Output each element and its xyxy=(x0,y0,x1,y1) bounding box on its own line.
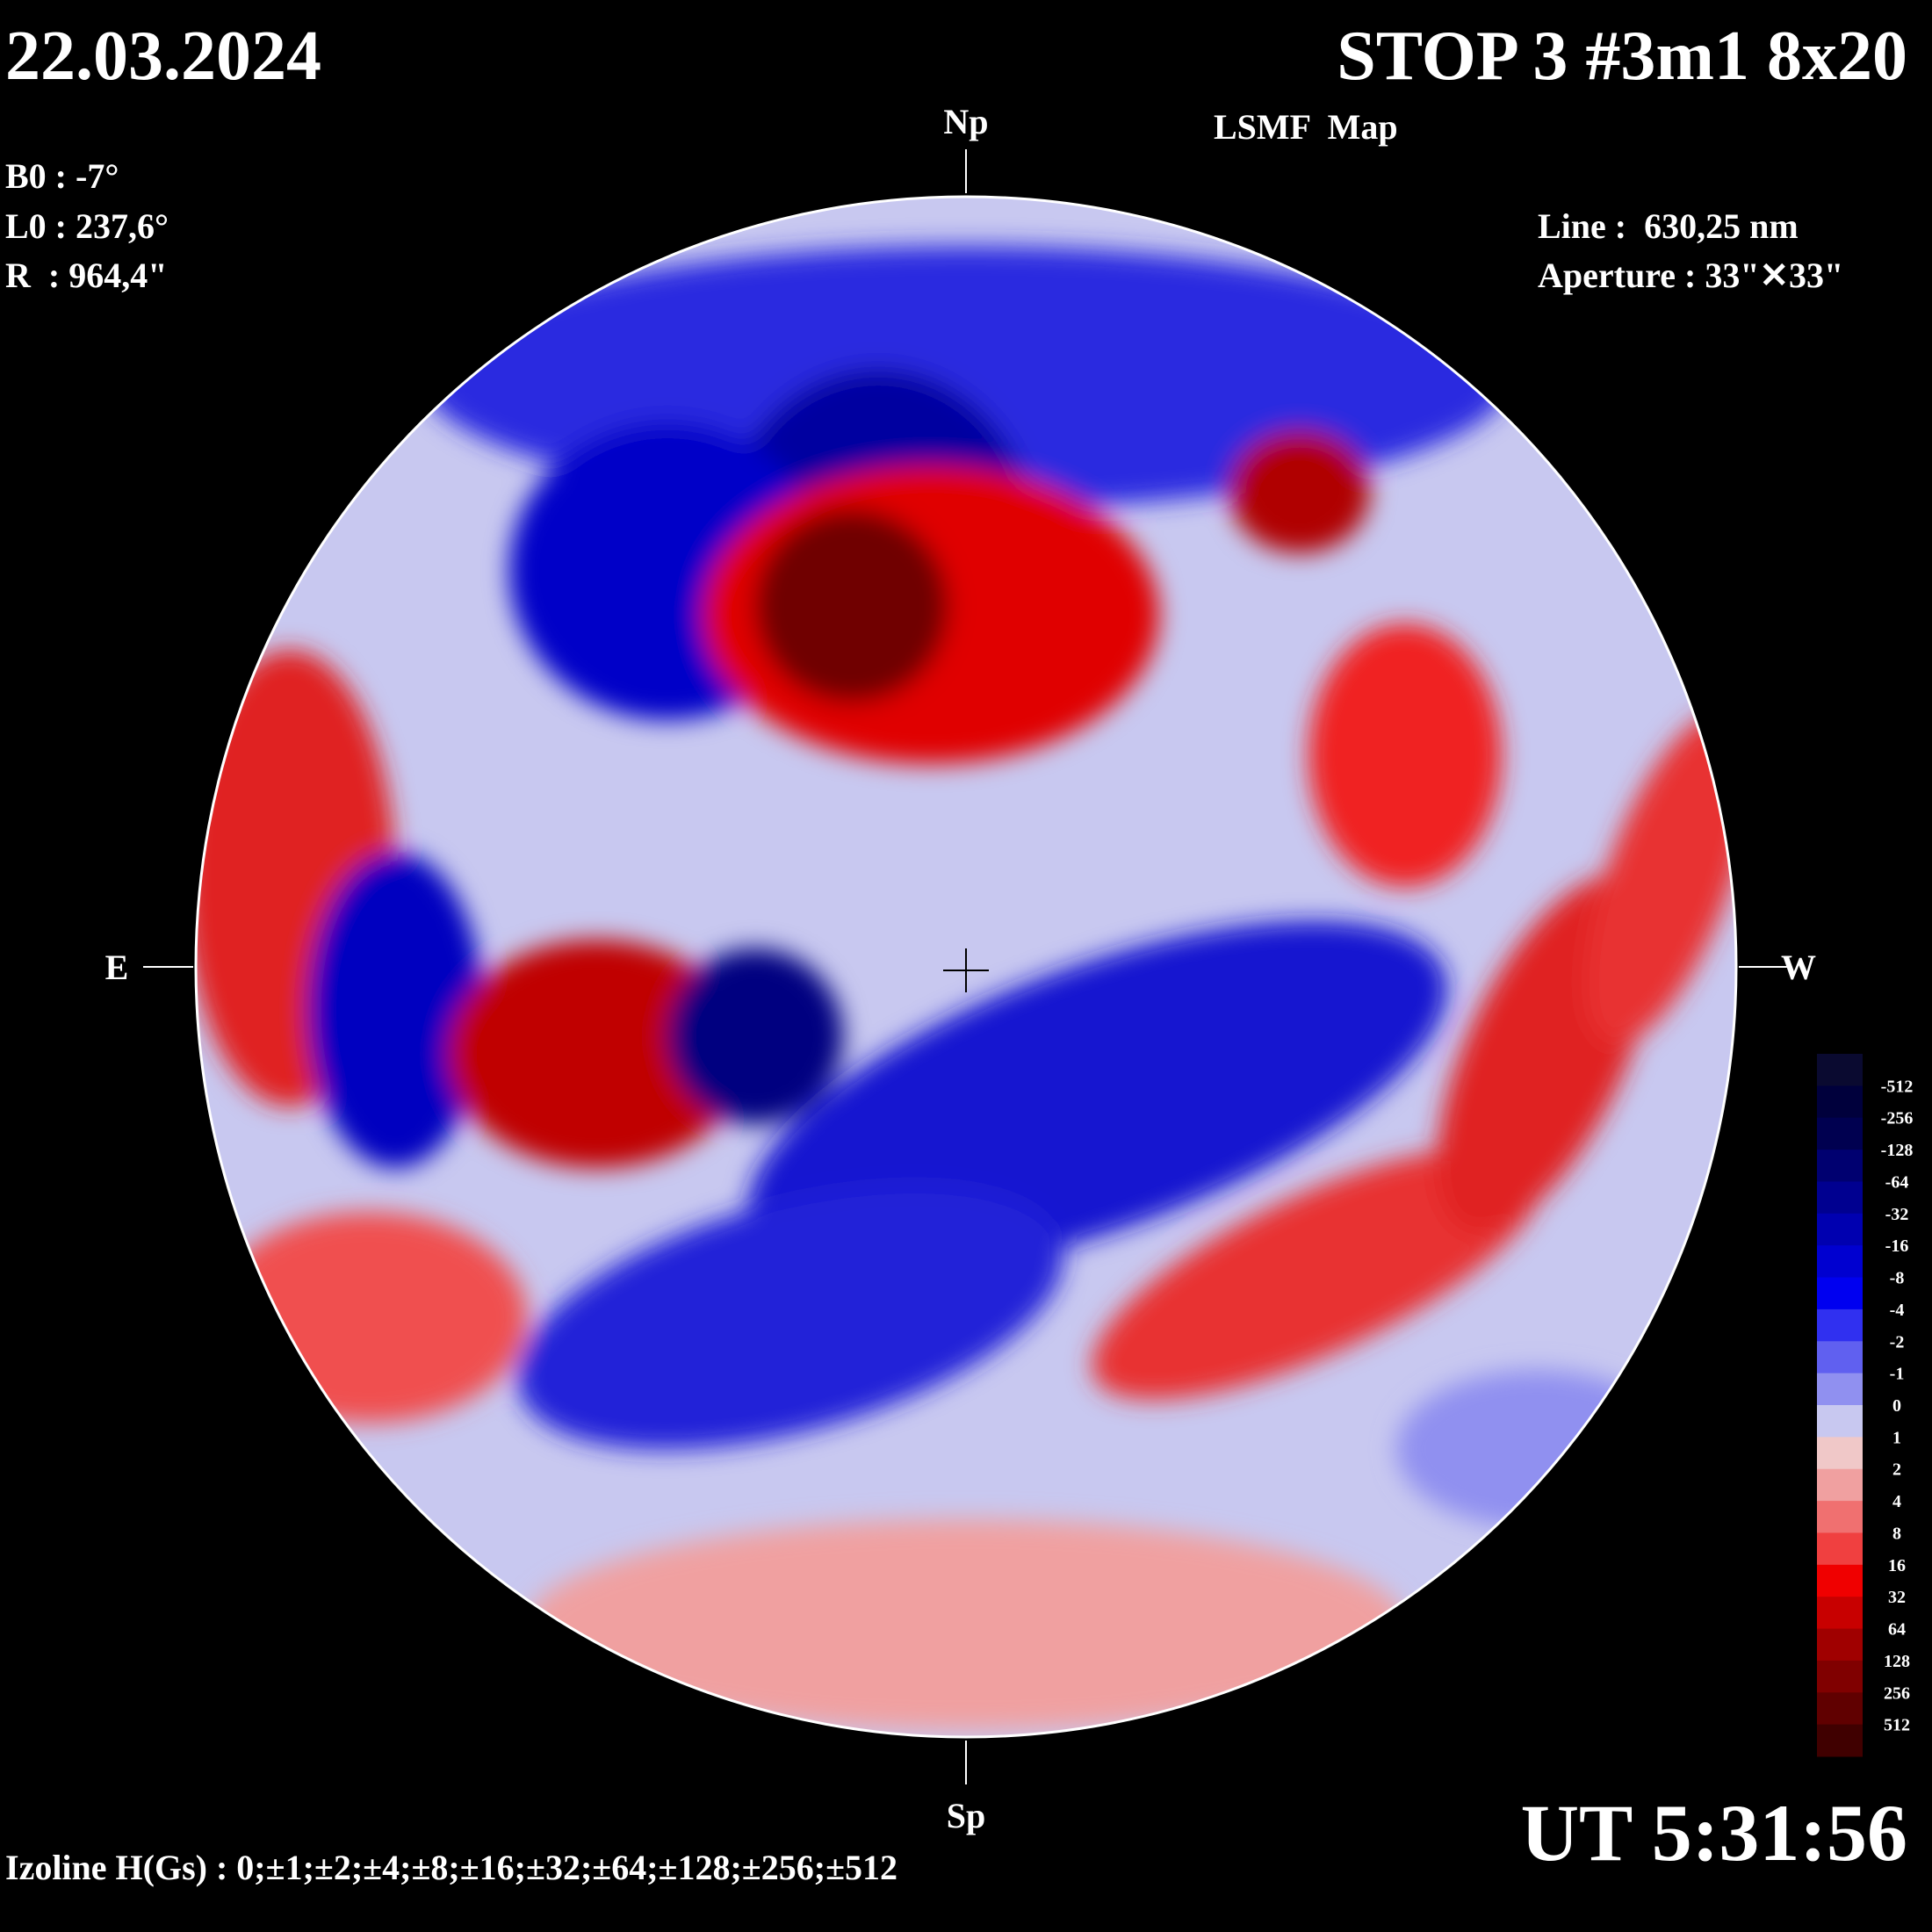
axes xyxy=(143,149,1787,1784)
legend-label: 16 xyxy=(1888,1556,1906,1575)
legend-label: -128 xyxy=(1881,1141,1914,1160)
legend-label: -512 xyxy=(1881,1077,1914,1096)
legend-label: 256 xyxy=(1884,1683,1910,1703)
b0: B0 : -7° xyxy=(5,156,119,196)
legend-band xyxy=(1817,1692,1863,1726)
legend-label: -16 xyxy=(1885,1236,1909,1256)
legend-band xyxy=(1817,1308,1863,1342)
legend-band xyxy=(1817,1628,1863,1662)
legend-band xyxy=(1817,1181,1863,1215)
legend-label: -64 xyxy=(1885,1172,1909,1192)
l0: L0 : 237,6° xyxy=(5,206,169,246)
north: Np xyxy=(943,102,988,141)
line: Line : 630,25 nm xyxy=(1538,206,1799,246)
legend-label: -1 xyxy=(1890,1365,1905,1384)
legend-band xyxy=(1817,1597,1863,1630)
legend-label: 8 xyxy=(1892,1524,1901,1543)
west: W xyxy=(1781,948,1816,987)
legend-band xyxy=(1817,1213,1863,1246)
legend-band xyxy=(1817,1532,1863,1566)
legend-band xyxy=(1817,1660,1863,1693)
izolines: Izoline H(Gs) : 0;±1;±2;±4;±8;±16;±32;±6… xyxy=(5,1848,898,1887)
legend-band xyxy=(1817,1468,1863,1502)
title: STOP 3 #3m1 8x20 xyxy=(1337,18,1907,95)
legend-band xyxy=(1817,1501,1863,1533)
legend-band xyxy=(1817,1150,1863,1182)
legend-label: -4 xyxy=(1890,1301,1905,1320)
legend-label: 4 xyxy=(1892,1492,1901,1511)
legend-band xyxy=(1817,1245,1863,1279)
legend-label: -256 xyxy=(1881,1109,1914,1128)
legend-band xyxy=(1817,1277,1863,1310)
legend-band xyxy=(1817,1373,1863,1406)
aperture: Aperture : 33"✕33" xyxy=(1538,256,1843,295)
legend-band xyxy=(1817,1054,1863,1086)
legend-label: 1 xyxy=(1892,1428,1901,1447)
legend-band xyxy=(1817,1341,1863,1374)
legend-band xyxy=(1817,1437,1863,1470)
legend-band xyxy=(1817,1085,1863,1119)
radius: R : 964,4" xyxy=(5,256,167,295)
legend-label: 2 xyxy=(1892,1460,1901,1480)
legend-label: -32 xyxy=(1885,1205,1909,1224)
time: UT 5:31:56 xyxy=(1521,1788,1907,1878)
south: Sp xyxy=(947,1796,986,1835)
legend-label: 128 xyxy=(1884,1652,1910,1671)
legend-label: 64 xyxy=(1888,1620,1906,1640)
legend-label: 512 xyxy=(1884,1716,1910,1735)
legend-label: -2 xyxy=(1890,1332,1905,1352)
east: E xyxy=(105,948,129,987)
subtitle: LSMF Map xyxy=(1214,107,1398,147)
solar-disk xyxy=(196,197,1736,1737)
legend-label: 32 xyxy=(1888,1588,1906,1607)
legend-label: -8 xyxy=(1890,1269,1905,1288)
legend-band xyxy=(1817,1564,1863,1597)
legend-label: 0 xyxy=(1892,1396,1901,1416)
legend-band xyxy=(1817,1117,1863,1150)
legend: -512 -256 -128 -64 -32 -16 -8 -4 -2 -1 0 1 2 4 8 16 32 64… xyxy=(1817,1054,1913,1757)
disk-limb xyxy=(194,195,1738,1739)
legend-band xyxy=(1817,1405,1863,1438)
date: 22.03.2024 xyxy=(5,18,321,95)
legend-band xyxy=(1817,1724,1863,1757)
